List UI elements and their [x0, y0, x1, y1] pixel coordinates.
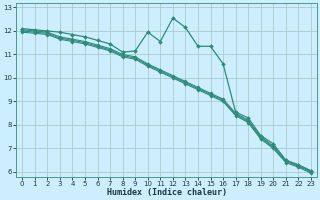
X-axis label: Humidex (Indice chaleur): Humidex (Indice chaleur): [107, 188, 227, 197]
